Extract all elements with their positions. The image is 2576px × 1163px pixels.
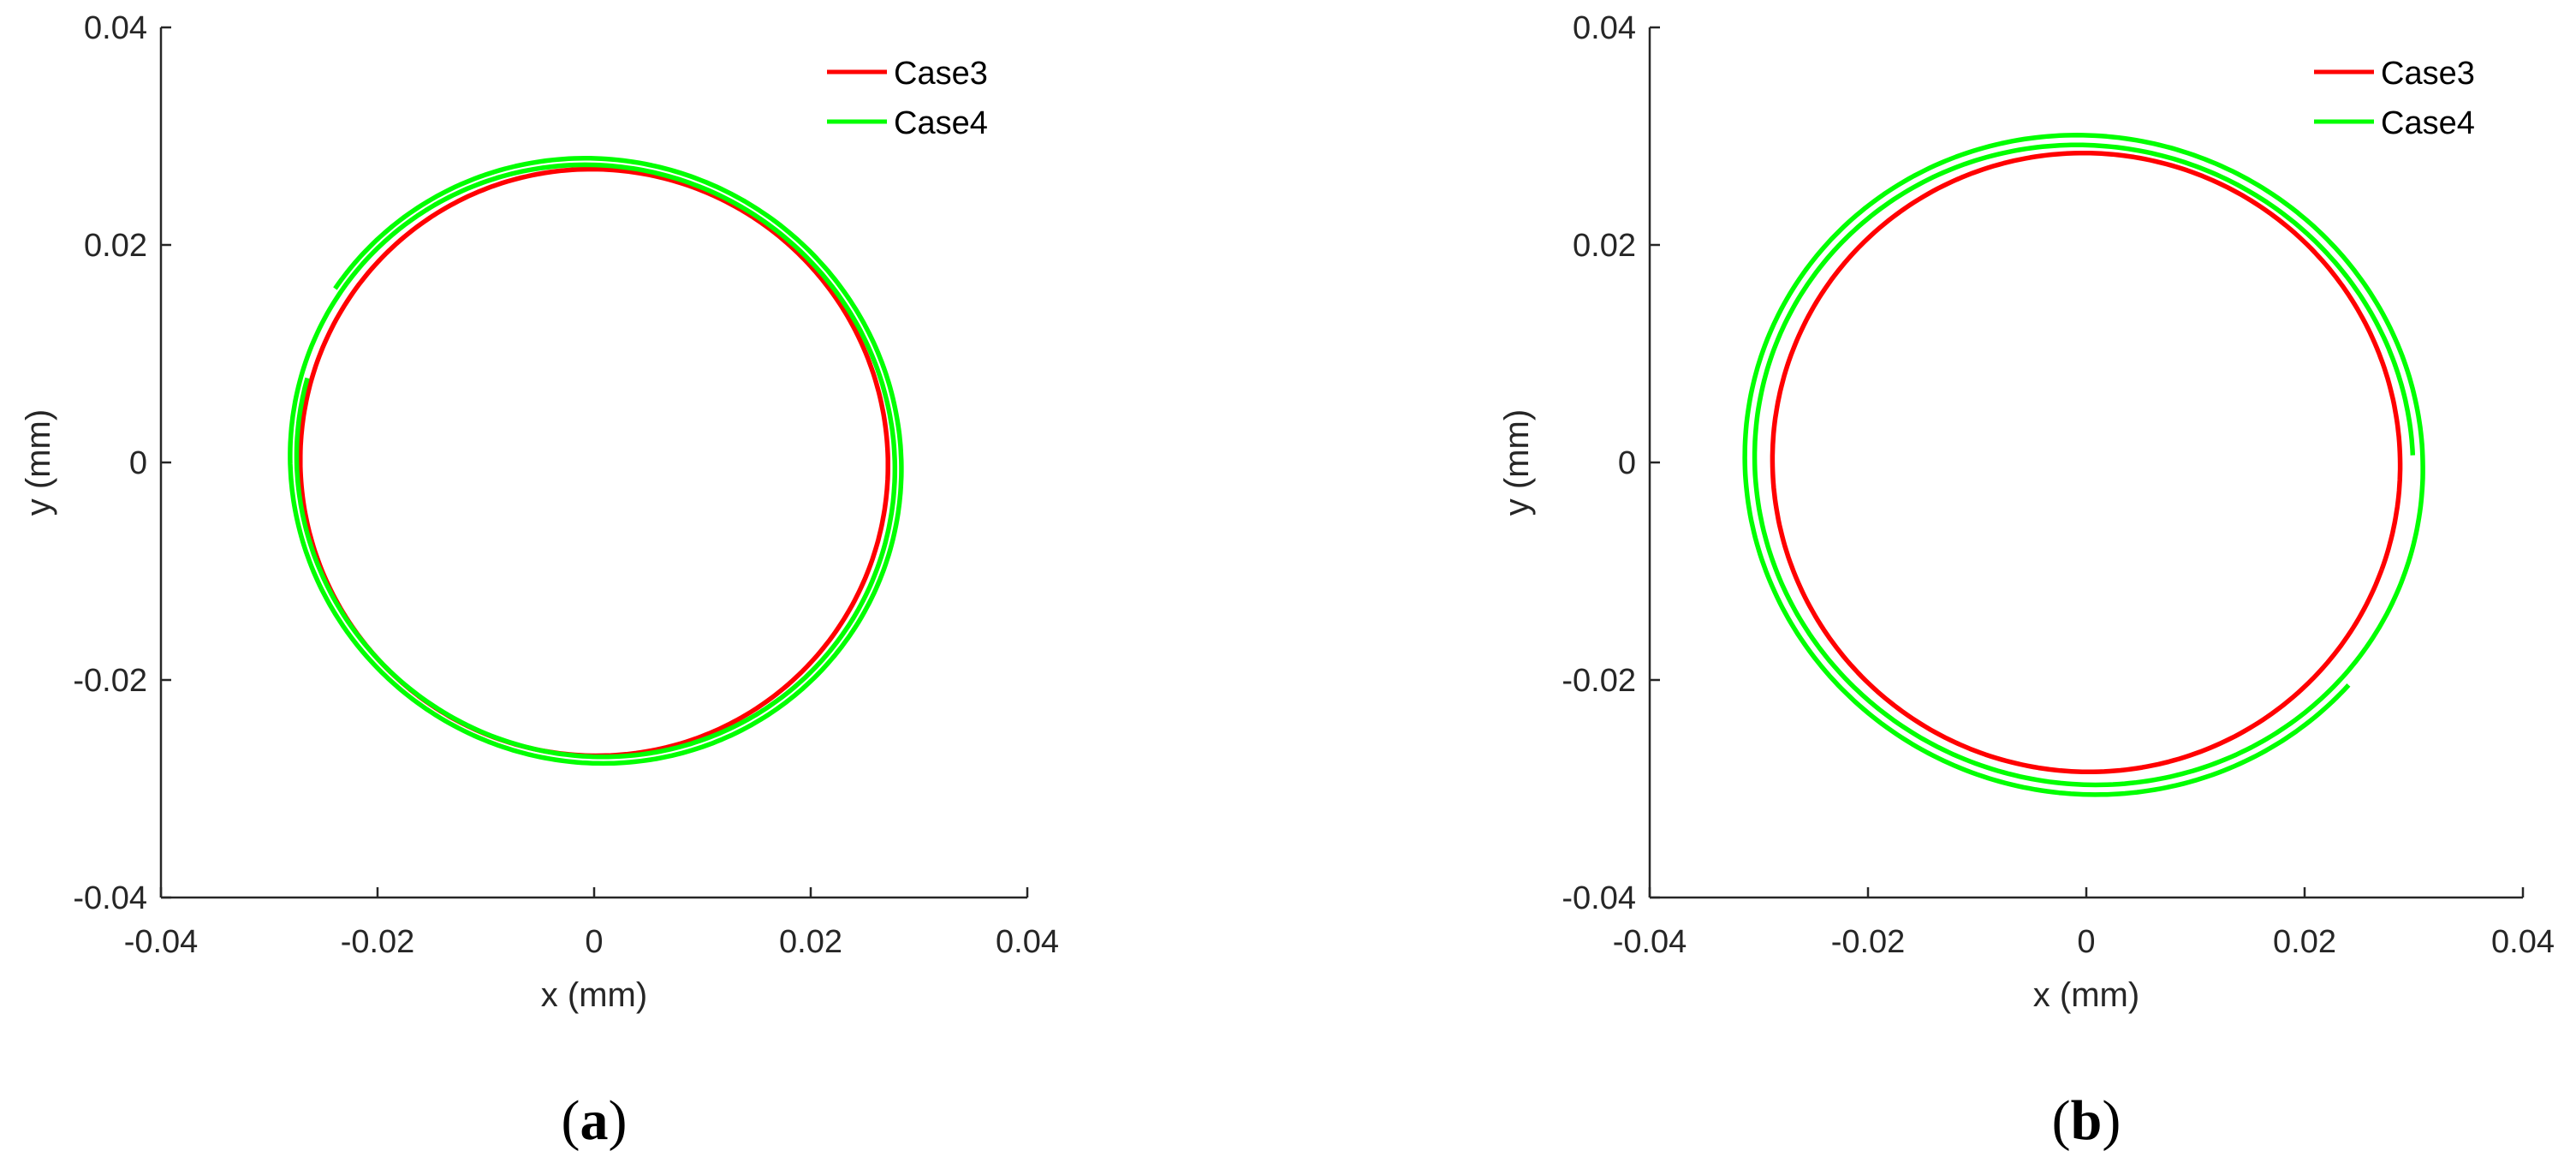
x-tick-label: 0.02 bbox=[2273, 924, 2336, 960]
x-tick-label: -0.02 bbox=[341, 924, 415, 960]
panel-label: (b) bbox=[2052, 1089, 2121, 1152]
axes bbox=[1648, 26, 2525, 899]
y-tick-label: 0.04 bbox=[1573, 10, 1636, 46]
panel-label: (a) bbox=[562, 1089, 628, 1152]
panel-letter: b bbox=[2071, 1089, 2103, 1152]
legend-label: Case3 bbox=[2381, 56, 2475, 92]
legend: Case3 Case4 bbox=[2314, 56, 2475, 141]
x-axis-label: x (mm) bbox=[2033, 976, 2139, 1014]
y-tick-label: -0.02 bbox=[1562, 663, 1636, 699]
y-tick-label: 0.04 bbox=[84, 10, 147, 46]
legend-label: Case3 bbox=[894, 56, 988, 92]
plot-area bbox=[161, 27, 1027, 898]
x-tick-label: -0.04 bbox=[124, 924, 199, 960]
y-tick-label: -0.02 bbox=[73, 663, 147, 699]
x-tick-label: 0.02 bbox=[779, 924, 842, 960]
panel-b: -0.04 -0.02 0 0.02 0.04 0.04 0.02 0 -0.0… bbox=[1498, 10, 2555, 1152]
series-case3-line bbox=[1770, 150, 2403, 775]
series-case4-line bbox=[288, 156, 904, 766]
panel-a: -0.04 -0.02 0 0.02 0.04 0.04 0.02 0 -0.0… bbox=[20, 10, 1059, 1152]
y-axis-label: y (mm) bbox=[20, 409, 57, 516]
x-tick-label: 0 bbox=[585, 924, 603, 960]
series-group bbox=[288, 156, 904, 766]
x-tick-label: 0 bbox=[2077, 924, 2095, 960]
y-tick-label: 0.02 bbox=[1573, 228, 1636, 264]
y-tick-label: -0.04 bbox=[1562, 880, 1636, 916]
x-tick-label: -0.02 bbox=[1831, 924, 1906, 960]
y-tick-label: 0 bbox=[1618, 445, 1636, 481]
legend: Case3 Case4 bbox=[827, 56, 988, 141]
y-tick-label: 0.02 bbox=[84, 228, 147, 264]
x-tick-label: 0.04 bbox=[2491, 924, 2555, 960]
y-axis-label: y (mm) bbox=[1498, 409, 1536, 516]
x-tick-label: 0.04 bbox=[996, 924, 1059, 960]
x-tick-label: -0.04 bbox=[1613, 924, 1687, 960]
y-tick-label: 0 bbox=[129, 445, 147, 481]
plot-area bbox=[1650, 27, 2523, 898]
axes bbox=[159, 26, 1029, 899]
x-axis-label: x (mm) bbox=[541, 976, 647, 1014]
y-tick-label: -0.04 bbox=[73, 880, 147, 916]
series-group bbox=[1742, 133, 2425, 797]
series-case4-line bbox=[1742, 133, 2425, 797]
legend-label: Case4 bbox=[894, 105, 988, 141]
legend-label: Case4 bbox=[2381, 105, 2475, 141]
panel-letter: a bbox=[580, 1089, 609, 1152]
